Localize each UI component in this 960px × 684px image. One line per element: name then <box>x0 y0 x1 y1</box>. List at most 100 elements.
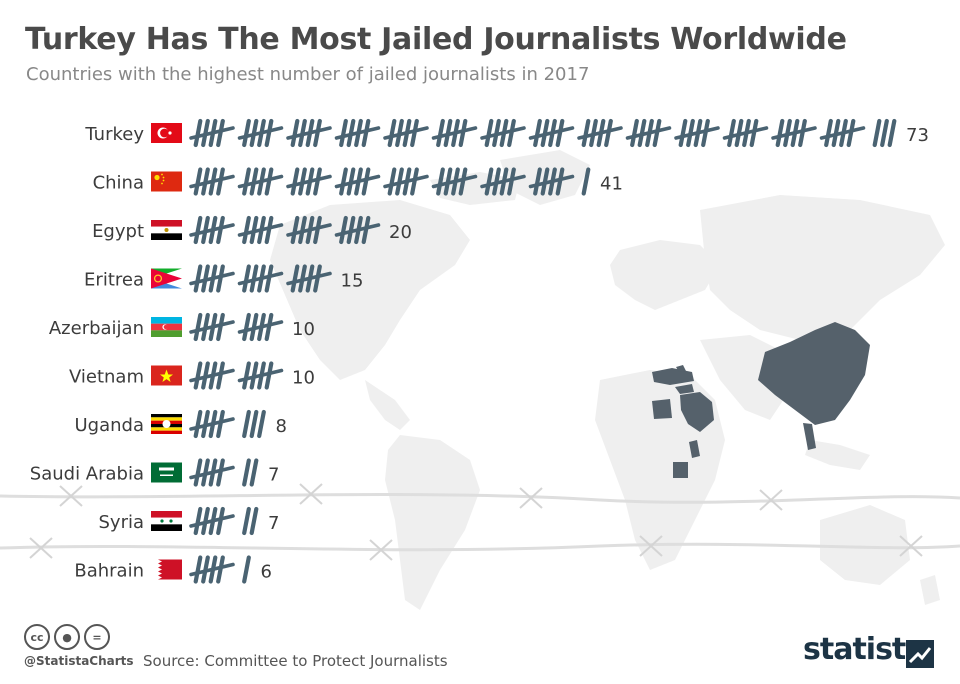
tally-stroke <box>313 167 322 196</box>
tally-stroke <box>775 118 785 148</box>
tally-stroke <box>216 506 225 536</box>
china-flag-icon <box>151 171 182 192</box>
statista-handle: @StatistaCharts <box>24 654 134 668</box>
statista-logo: statista <box>803 632 926 667</box>
tally-group-five <box>528 118 575 148</box>
tally-strike <box>528 126 575 140</box>
tally-strike <box>480 126 526 140</box>
tally-stroke <box>339 167 348 196</box>
tally-stroke <box>242 312 251 342</box>
value-label: 20 <box>389 222 412 243</box>
tally-group-five <box>286 167 332 196</box>
tally-stroke <box>193 409 203 439</box>
tally-stroke <box>339 215 348 245</box>
tally-stroke <box>193 458 203 487</box>
tally-strike <box>722 126 769 140</box>
tally-stroke <box>264 167 274 196</box>
tally-stroke <box>555 118 565 148</box>
tally-stroke <box>216 555 225 584</box>
tally-stroke <box>361 215 371 245</box>
tally-group-five <box>237 167 284 196</box>
tally-stroke <box>264 312 274 342</box>
tally-stroke <box>193 506 203 536</box>
chart-title: Turkey Has The Most Jailed Journalists W… <box>25 22 847 57</box>
tally-strike <box>237 223 284 237</box>
country-label: Vietnam <box>69 367 144 388</box>
tally-stroke <box>249 409 259 439</box>
tally-stroke <box>242 118 251 148</box>
tally-group-five <box>480 118 526 148</box>
tally-stroke <box>436 118 445 148</box>
source-note: Source: Committee to Protect Journalists <box>143 652 448 670</box>
tally-stroke <box>533 118 542 148</box>
tally-group-five <box>334 167 381 196</box>
tally-strike <box>189 562 235 577</box>
tally-group-five <box>189 215 235 245</box>
tally-strike <box>189 514 235 528</box>
tally-group-five <box>383 118 429 148</box>
country-label: Uganda <box>75 415 145 436</box>
tally-group-five <box>334 118 381 148</box>
tally-stroke <box>652 118 662 148</box>
tally-stroke <box>216 312 225 342</box>
tally-group-five <box>189 312 235 342</box>
tally-strike <box>334 223 381 237</box>
value-label: 73 <box>906 125 929 146</box>
tally-strike <box>237 174 284 189</box>
azerbaijan-flag-icon <box>151 317 182 337</box>
tally-stroke <box>887 118 897 148</box>
tally-group-five <box>722 118 769 148</box>
eritrea-flag-icon <box>151 268 182 289</box>
value-label: 7 <box>268 465 279 486</box>
tally-stroke <box>701 118 710 148</box>
egypt-flag-icon <box>151 220 182 240</box>
tally-stroke <box>216 264 225 293</box>
tally-stroke <box>290 215 300 245</box>
tally-strike <box>819 126 866 140</box>
tally-group-five <box>189 555 235 584</box>
tally-strike <box>334 174 381 189</box>
tally-group-five <box>237 215 284 245</box>
tally-stroke <box>242 264 251 293</box>
tally-stroke <box>727 118 736 148</box>
tally-group-five <box>189 264 235 293</box>
tally-stroke <box>458 118 468 148</box>
turkey-flag-icon <box>151 123 182 143</box>
nd-icon: = <box>84 624 110 650</box>
tally-group-five <box>431 118 478 148</box>
chart-row: Saudi Arabia 7 <box>30 458 279 487</box>
tally-group-five <box>674 118 720 148</box>
tally-group-five <box>383 167 429 196</box>
tally-strike <box>771 126 817 140</box>
tally-group-partial <box>242 555 251 584</box>
tally-group-five <box>480 167 526 196</box>
tally-stroke <box>249 506 259 536</box>
tally-group-five <box>528 167 575 196</box>
tally-stroke <box>872 118 882 148</box>
tally-stroke <box>533 167 542 196</box>
country-label: Azerbaijan <box>49 318 144 339</box>
tally-group-five <box>237 361 284 390</box>
tally-stroke <box>581 118 591 148</box>
tally-stroke <box>216 361 225 390</box>
tally-group-five <box>237 264 284 293</box>
tally-stroke <box>387 167 397 196</box>
tally-stroke <box>880 118 889 148</box>
tally-stroke <box>555 167 565 196</box>
statista-logo-icon <box>906 640 934 668</box>
tally-stroke <box>361 118 371 148</box>
tally-stroke <box>242 458 251 487</box>
tally-group-five <box>189 167 235 196</box>
tally-group-partial <box>872 118 897 148</box>
tally-strike <box>334 126 381 140</box>
tally-strike <box>286 126 332 140</box>
tally-strike <box>286 174 332 189</box>
tally-stroke <box>264 361 274 390</box>
tally-group-five <box>771 118 817 148</box>
tally-stroke <box>216 409 225 439</box>
tally-stroke <box>264 118 274 148</box>
tally-stroke <box>484 167 494 196</box>
value-label: 10 <box>292 319 315 340</box>
cc-icon: cc <box>24 624 50 650</box>
